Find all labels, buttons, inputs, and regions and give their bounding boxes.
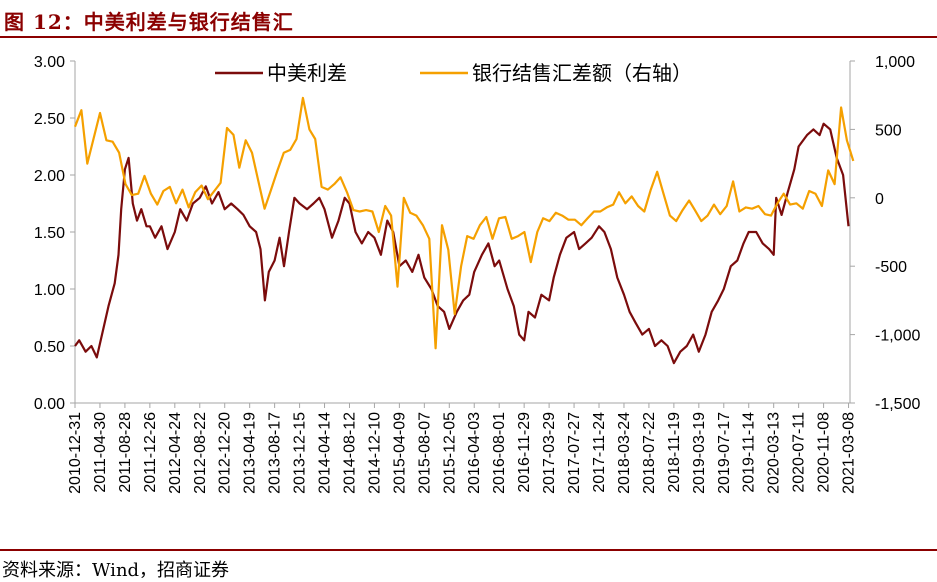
x-tick-label: 2017-11-24 xyxy=(591,412,608,493)
tick-layer: 0.00 0.50 1.00 1.50 2.00 2.50 3.00 -1,500 -1,000… xyxy=(34,54,921,494)
source-note: 资料来源：Wind，招商证券 xyxy=(2,560,230,581)
x-tick-label: 2020-11-08 xyxy=(816,412,833,493)
series-layer xyxy=(73,96,855,365)
y-right-tick-label: -500 xyxy=(875,259,907,276)
x-tick-label: 2018-07-22 xyxy=(641,412,658,494)
x-tick-label: 2020-03-13 xyxy=(766,412,783,494)
x-tick-label: 2013-04-19 xyxy=(242,412,259,494)
x-tick-label: 2019-07-17 xyxy=(716,412,733,494)
x-tick-label: 2013-08-17 xyxy=(267,412,284,494)
x-tick-label: 2016-08-01 xyxy=(491,412,508,494)
x-tick-label: 2014-12-10 xyxy=(366,412,383,494)
x-tick-label: 2018-11-19 xyxy=(666,412,683,493)
y-right-tick-label: -1,000 xyxy=(875,328,920,345)
x-tick-label: 2017-07-27 xyxy=(566,412,583,494)
x-tick-label: 2011-08-28 xyxy=(117,412,134,493)
y-left-tick-label: 2.00 xyxy=(34,168,65,185)
x-tick-label: 2016-04-03 xyxy=(466,412,483,494)
x-tick-label: 2011-04-30 xyxy=(92,412,109,493)
x-tick-label: 2018-03-24 xyxy=(616,412,633,494)
y-left-tick-label: 2.50 xyxy=(34,111,65,128)
legend-label-spread: 中美利差 xyxy=(267,61,347,85)
x-tick-label: 2010-12-31 xyxy=(67,412,84,494)
x-tick-label: 2019-03-19 xyxy=(691,412,708,494)
x-tick-label: 2016-11-29 xyxy=(516,412,533,493)
x-tick-label: 2020-07-11 xyxy=(791,412,808,493)
x-tick-label: 2014-04-14 xyxy=(317,412,334,494)
x-tick-label: 2015-12-05 xyxy=(441,412,458,494)
legend: 中美利差 银行结售汇差额（右轴） xyxy=(215,61,692,85)
y-left-tick-label: 1.50 xyxy=(34,225,65,242)
x-tick-label: 2013-12-15 xyxy=(292,412,309,494)
x-tick-label: 2012-08-22 xyxy=(192,412,209,494)
y-left-tick-label: 1.00 xyxy=(34,282,65,299)
chart-svg: 0.00 0.50 1.00 1.50 2.00 2.50 3.00 -1,500 -1,000… xyxy=(34,54,921,494)
x-tick-label: 2015-08-07 xyxy=(416,412,433,494)
bottom-divider xyxy=(0,549,937,551)
y-right-tick-label: -1,500 xyxy=(875,396,920,413)
series-line-fx-settlement xyxy=(73,96,855,350)
x-tick-label: 2019-11-14 xyxy=(741,412,758,493)
x-tick-label: 2014-08-12 xyxy=(341,412,358,494)
y-left-tick-label: 0.50 xyxy=(34,339,65,356)
plot-frame xyxy=(70,60,855,408)
figure-title: 图 12：中美利差与银行结售汇 xyxy=(4,10,294,34)
x-tick-label: 2012-12-20 xyxy=(217,412,234,494)
series-line-spread xyxy=(74,122,850,365)
x-tick-label: 2017-03-29 xyxy=(541,412,558,494)
x-tick-label: 2015-04-09 xyxy=(391,412,408,494)
y-right-tick-label: 1,000 xyxy=(875,54,915,71)
x-tick-label: 2011-12-26 xyxy=(142,412,159,493)
legend-label-fx-settlement: 银行结售汇差额（右轴） xyxy=(472,61,692,85)
y-right-tick-label: 0 xyxy=(875,191,884,208)
y-left-tick-label: 0.00 xyxy=(34,396,65,413)
y-right-tick-label: 500 xyxy=(875,122,902,139)
x-tick-label: 2012-04-24 xyxy=(167,412,184,494)
top-divider xyxy=(0,36,937,38)
y-left-tick-label: 3.00 xyxy=(34,54,65,71)
x-tick-label: 2021-03-08 xyxy=(841,412,858,494)
